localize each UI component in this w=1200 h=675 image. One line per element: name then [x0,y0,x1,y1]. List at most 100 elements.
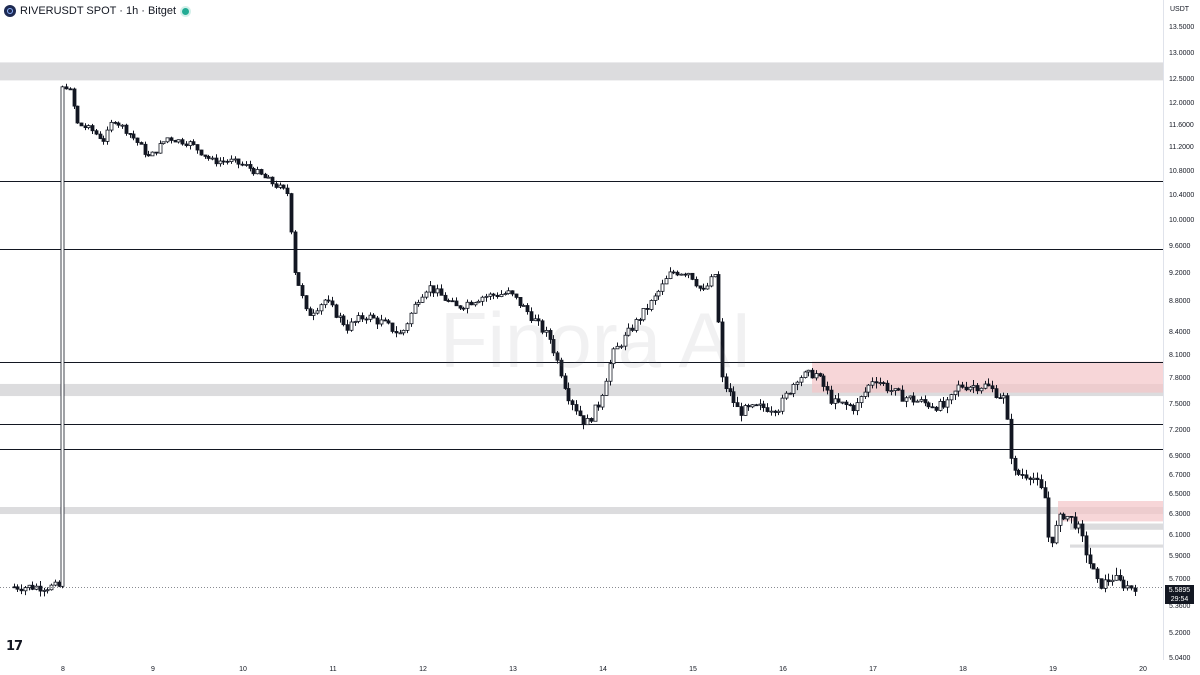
candle-body-250 [949,394,954,401]
candle-body-116 [446,300,451,302]
candle-body-146 [559,359,564,377]
candle-body-225 [855,402,860,412]
candle-body-73 [285,187,290,194]
axis-currency: USDT [1170,6,1190,13]
candle-body-244 [926,402,931,408]
candle-body-62 [244,164,249,166]
candle-body-22 [94,130,99,135]
candle-body-229 [870,381,875,386]
candle-body-32 [131,133,136,139]
candle-body-168 [641,308,646,321]
last-price-tag: 5.5895 29:54 [1165,585,1194,604]
candle-body-59 [233,158,238,161]
candle-body-224 [851,405,856,412]
candle-body-259 [983,383,988,389]
candle-body-79 [308,308,313,316]
candle-body-54 [214,157,219,165]
candle-body-265 [1005,395,1010,420]
candle-body-219 [833,398,838,404]
candle-body-125 [480,296,485,302]
candle-body-269 [1020,474,1025,476]
candle-body-145 [555,352,560,361]
candle-body-181 [690,272,695,280]
zone-grey-0 [0,62,1163,81]
candle-body-284 [1076,523,1081,529]
candle-body-25 [105,129,110,142]
candle-body-122 [469,301,474,306]
candle-body-33 [135,137,140,143]
symbol-title: RIVERUSDT SPOT · 1h · Bitget [20,5,177,17]
candle-body-77 [300,285,305,297]
x-tick-label: 17 [869,666,877,673]
candle-body-55 [218,160,223,165]
market-open-icon [182,7,190,15]
candle-body-239 [908,395,913,399]
candle-body-24 [101,138,106,142]
candle-body-3 [23,587,28,592]
candle-body-36 [146,154,151,157]
candle-body-166 [634,319,639,331]
candle-body-292 [1106,579,1111,583]
candle-body-214 [814,373,819,379]
candle-body-190 [724,376,729,390]
zone-red-4 [1058,501,1163,522]
candle-body-183 [698,285,703,289]
y-tick-label: 5.2000 [1169,630,1191,637]
candle-body-103 [398,332,403,335]
candle-body-228 [866,384,871,393]
candle-body-13 [60,86,65,587]
candle-body-112 [431,285,436,294]
y-tick-label: 6.1000 [1169,532,1191,539]
candle-body-163 [623,334,628,347]
candle-body-288 [1091,563,1096,570]
candle-body-124 [476,300,481,304]
candle-body-117 [450,300,455,303]
candle-body-101 [390,322,395,332]
candle-body-104 [401,329,406,334]
candle-body-105 [405,323,410,331]
candle-body-280 [1061,513,1066,520]
candle-body-65 [255,169,260,175]
candle-body-202 [769,410,774,413]
x-tick-label: 13 [509,666,517,673]
candle-body-114 [439,288,444,296]
candle-body-2 [19,588,24,592]
candle-body-277 [1050,536,1055,544]
y-tick-label: 10.4000 [1169,192,1194,199]
candle-body-185 [705,285,710,290]
candle-body-8 [42,589,47,592]
candle-body-150 [574,404,579,412]
candle-body-115 [443,294,448,301]
candle-body-212 [806,369,811,373]
candle-body-298 [1129,585,1134,589]
candle-body-200 [761,403,766,409]
candle-body-179 [683,273,688,276]
candle-body-192 [731,391,736,404]
candle-body-207 [788,392,793,395]
x-tick-label: 12 [419,666,427,673]
candle-body-270 [1024,474,1029,479]
y-tick-label: 13.0000 [1169,50,1194,57]
candle-body-66 [259,169,264,175]
y-tick-label: 10.0000 [1169,217,1194,224]
candle-body-216 [821,375,826,387]
candle-body-238 [904,397,909,402]
candle-body-180 [686,272,691,276]
y-tick-label: 7.8000 [1169,375,1191,382]
candle-body-222 [844,401,849,406]
candle-body-35 [143,143,148,155]
candle-body-134 [514,293,519,298]
candle-body-37 [150,151,155,157]
candle-body-82 [319,304,324,312]
tradingview-logo-icon[interactable]: 17 [6,639,23,654]
symbol-header[interactable]: RIVERUSDT SPOT · 1h · Bitget [4,3,194,19]
candle-body-220 [836,398,841,403]
candle-body-28 [116,122,121,126]
candle-body-211 [803,371,808,378]
candle-body-279 [1058,513,1063,526]
candle-body-72 [281,184,286,189]
candle-body-203 [773,410,778,413]
candle-body-80 [311,312,316,316]
candle-body-152 [581,415,586,426]
